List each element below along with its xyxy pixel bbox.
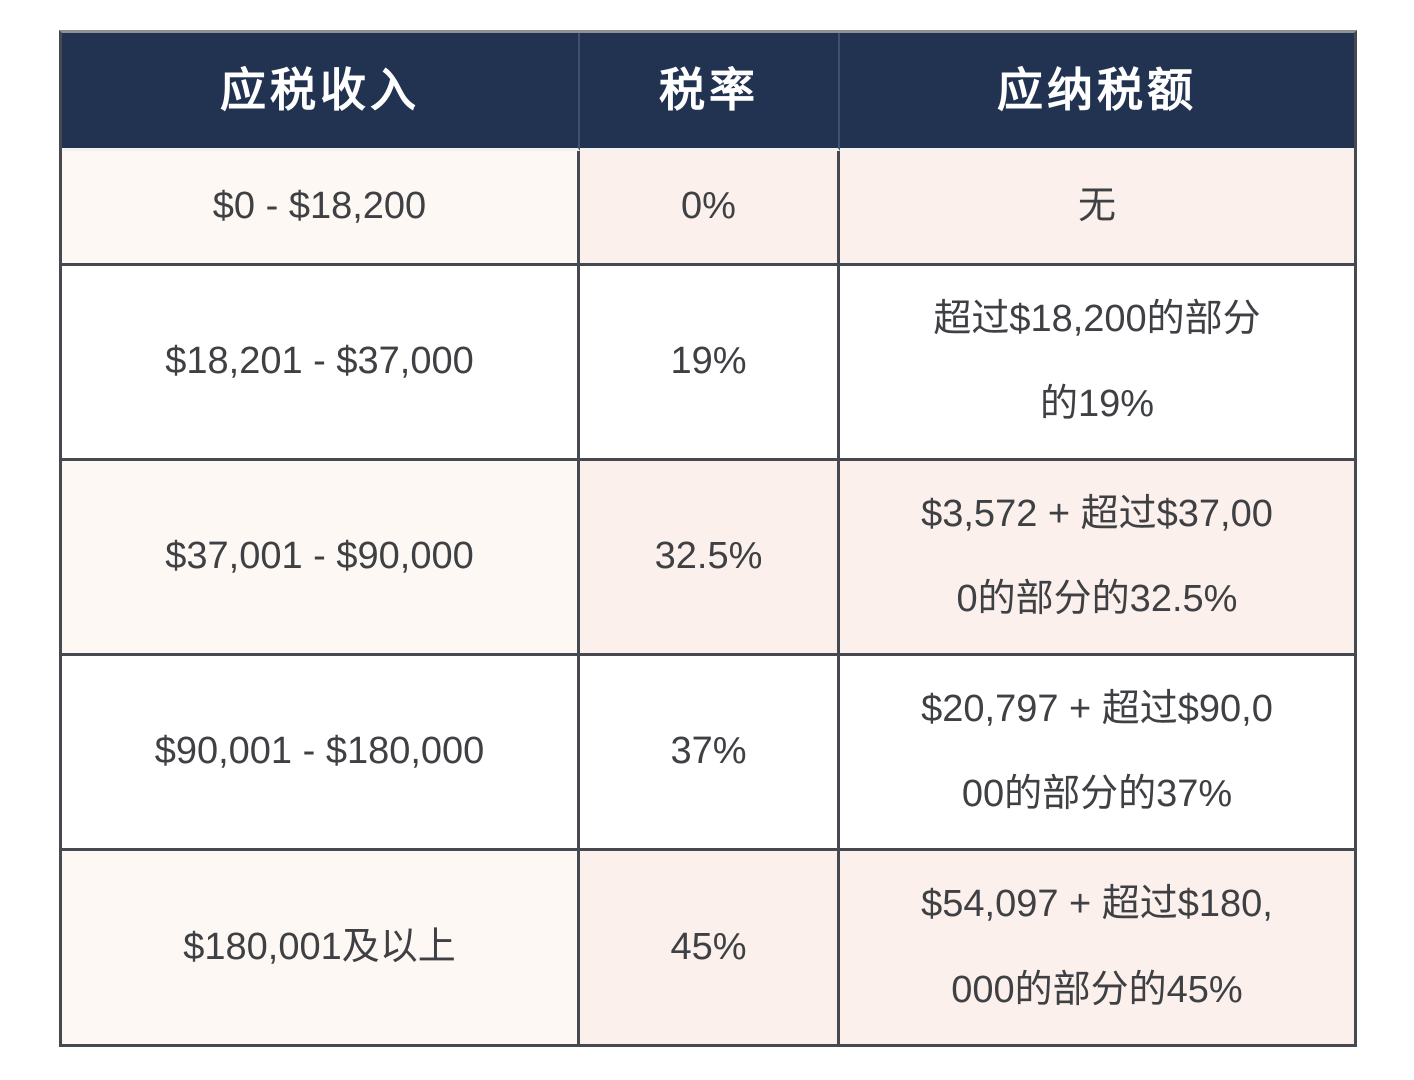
header-tax-rate: 税率 <box>580 33 840 151</box>
tax-payable-cell: 超过$18,200的部分 的19% <box>840 266 1354 461</box>
income-range-cell: $37,001 - $90,000 <box>62 461 580 656</box>
income-range-cell: $0 - $18,200 <box>62 151 580 266</box>
tax-payable-cell: $20,797 + 超过$90,0 00的部分的37% <box>840 656 1354 851</box>
tax-payable-cell: $3,572 + 超过$37,00 0的部分的32.5% <box>840 461 1354 656</box>
tax-bracket-table: 应税收入 税率 应纳税额 $0 - $18,200 0% 无 $18,201 -… <box>59 30 1357 1047</box>
tax-rate-cell: 19% <box>580 266 840 461</box>
tax-payable-cell: $54,097 + 超过$180, 000的部分的45% <box>840 851 1354 1044</box>
tax-rate-cell: 0% <box>580 151 840 266</box>
income-range-cell: $18,201 - $37,000 <box>62 266 580 461</box>
income-range-cell: $180,001及以上 <box>62 851 580 1044</box>
header-taxable-income: 应税收入 <box>62 33 580 151</box>
tax-rate-cell: 37% <box>580 656 840 851</box>
tax-rate-cell: 32.5% <box>580 461 840 656</box>
income-range-cell: $90,001 - $180,000 <box>62 656 580 851</box>
tax-payable-cell: 无 <box>840 151 1354 266</box>
tax-rate-cell: 45% <box>580 851 840 1044</box>
header-tax-payable: 应纳税额 <box>840 33 1354 151</box>
